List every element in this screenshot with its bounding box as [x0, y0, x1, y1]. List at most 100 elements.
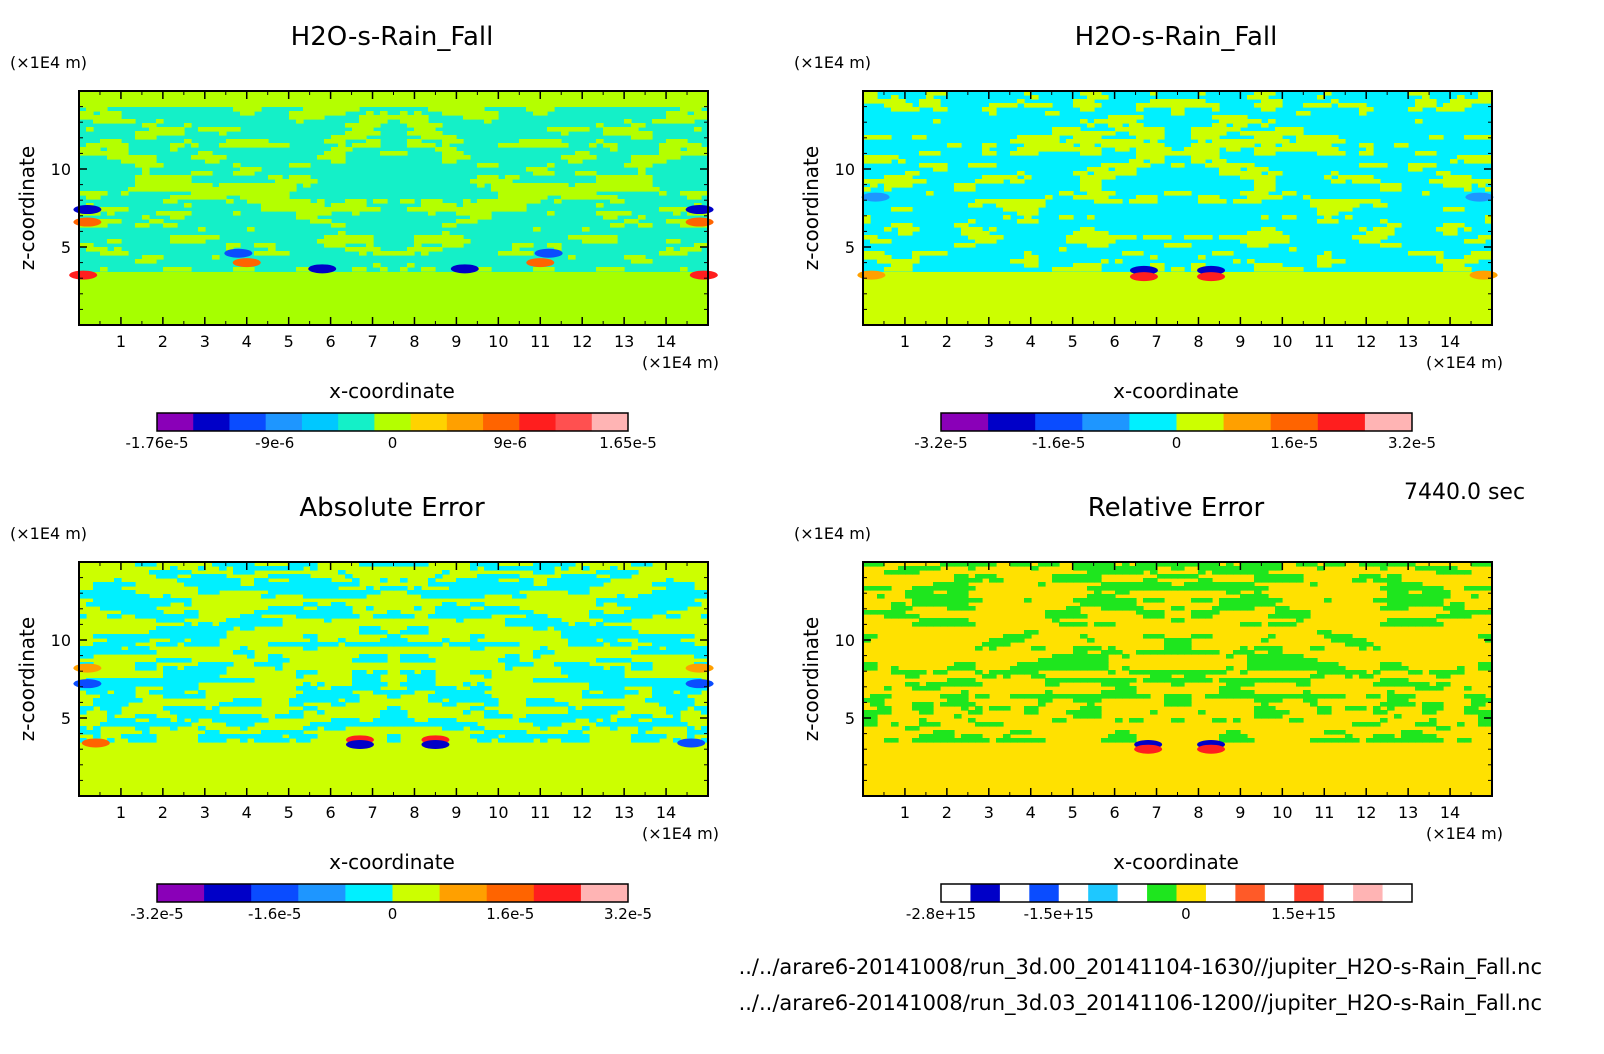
- field-cell: [1143, 195, 1151, 200]
- colorbar-tick-label: 0: [388, 905, 398, 923]
- field-cell: [701, 111, 709, 116]
- field-cell: [1296, 131, 1304, 136]
- field-cell: [687, 586, 695, 591]
- field-cell: [1129, 606, 1137, 611]
- field-cell: [596, 179, 604, 184]
- field-cell: [1254, 151, 1262, 156]
- field-cell: [1205, 147, 1213, 152]
- field-cell: [1101, 570, 1109, 575]
- field-cell: [491, 610, 499, 615]
- field-cell: [673, 151, 681, 156]
- field-cell: [912, 171, 920, 176]
- field-cell: [1080, 654, 1088, 659]
- field-cell: [498, 187, 506, 192]
- field-cell: [373, 686, 381, 691]
- field-cell: [1331, 634, 1339, 639]
- field-cell: [352, 199, 360, 204]
- field-cell: [275, 714, 283, 719]
- field-cell: [1247, 235, 1255, 240]
- field-cell: [624, 574, 632, 579]
- field-cell: [1317, 147, 1325, 152]
- field-cell: [961, 602, 969, 607]
- field-cell: [191, 642, 199, 647]
- field-cell: [1101, 650, 1109, 655]
- field-cell: [498, 586, 506, 591]
- field-cell: [982, 175, 990, 180]
- field-cell: [884, 155, 892, 160]
- field-cell: [359, 682, 367, 687]
- field-cell: [421, 247, 429, 252]
- field-cell: [498, 590, 506, 595]
- field-cell: [575, 590, 583, 595]
- field-cell: [631, 666, 639, 671]
- field-cell: [1289, 191, 1297, 196]
- field-cell: [177, 658, 185, 663]
- field-cell: [701, 646, 709, 651]
- field-cell: [533, 187, 541, 192]
- field-cell: [428, 267, 436, 272]
- field-cell: [505, 143, 513, 148]
- field-cell: [184, 622, 192, 627]
- colorbar-segment: [157, 413, 194, 431]
- field-cell: [659, 650, 667, 655]
- field-cell: [680, 690, 688, 695]
- field-cell: [1101, 582, 1109, 587]
- field-cell: [596, 187, 604, 192]
- field-cell: [345, 574, 353, 579]
- field-cell: [1380, 183, 1388, 188]
- field-cell: [666, 155, 674, 160]
- field-cell: [1303, 143, 1311, 148]
- field-cell: [107, 646, 115, 651]
- field-cell: [1247, 239, 1255, 244]
- field-cell: [926, 566, 934, 571]
- field-cell: [128, 638, 136, 643]
- field-cell: [1219, 235, 1227, 240]
- field-cell: [366, 127, 374, 132]
- field-cell: [610, 682, 618, 687]
- field-cell: [114, 590, 122, 595]
- field-cell: [177, 143, 185, 148]
- field-cell: [1136, 586, 1144, 591]
- field-cell: [1240, 582, 1248, 587]
- field-cell: [1457, 99, 1465, 104]
- field-cell: [310, 602, 318, 607]
- field-cell: [477, 614, 485, 619]
- field-cell: [645, 738, 653, 743]
- field-cell: [268, 658, 276, 663]
- field-cell: [310, 107, 318, 112]
- lower-band: [863, 271, 1492, 325]
- field-cell: [666, 718, 674, 723]
- field-cell: [93, 678, 101, 683]
- field-cell: [303, 107, 311, 112]
- field-cell: [1080, 91, 1088, 96]
- field-cell: [1177, 107, 1185, 112]
- field-cell: [547, 698, 555, 703]
- field-cell: [673, 702, 681, 707]
- field-cell: [135, 562, 143, 567]
- field-cell: [303, 694, 311, 699]
- field-cell: [947, 586, 955, 591]
- field-cell: [610, 175, 618, 180]
- field-cell: [1457, 666, 1465, 671]
- field-cell: [912, 566, 920, 571]
- field-cell: [310, 646, 318, 651]
- field-cell: [1394, 183, 1402, 188]
- field-cell: [456, 151, 464, 156]
- field-cell: [1031, 666, 1039, 671]
- colorbar-segment: [988, 413, 1036, 431]
- field-cell: [442, 231, 450, 236]
- field-cell: [240, 650, 248, 655]
- field-cell: [1101, 586, 1109, 591]
- field-cell: [1415, 107, 1423, 112]
- field-cell: [100, 706, 108, 711]
- field-cell: [387, 722, 395, 727]
- field-cell: [933, 566, 941, 571]
- field-cell: [947, 622, 955, 627]
- field-cell: [470, 207, 478, 212]
- field-cell: [540, 678, 548, 683]
- field-cell: [491, 710, 499, 715]
- field-cell: [877, 610, 885, 615]
- field-cell: [1115, 171, 1123, 176]
- field-cell: [1191, 147, 1199, 152]
- field-cell: [254, 610, 262, 615]
